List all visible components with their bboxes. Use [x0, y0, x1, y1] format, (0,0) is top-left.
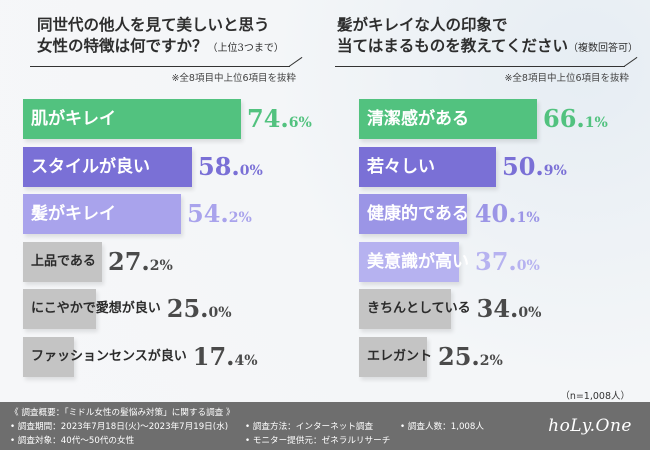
chart-title-left: 同世代の他人を見て美しいと思う 女性の特徴は何ですか？（上位3つまで） [37, 15, 284, 55]
bar-value-decimal: 2% [228, 210, 252, 226]
title-underline-right [335, 66, 625, 67]
sample-size-note: （n=1,008人） [560, 391, 630, 402]
bar [359, 289, 451, 329]
bar-value-label: 54.2% [187, 194, 252, 234]
bar-category-label: 髪がキレイ [31, 204, 116, 224]
bar-category-label: にこやかで愛想が良い [31, 301, 161, 316]
footer-provider: • モニター提供元：ゼネラルリサーチ [245, 436, 391, 446]
bar [359, 146, 496, 187]
bar-value-integer: 34. [476, 294, 519, 323]
bar-value-integer: 25. [438, 341, 480, 371]
bar-value-decimal: 1% [516, 210, 540, 226]
bar [23, 146, 192, 187]
footer-method: • 調査方法：インターネット調査 [245, 422, 374, 432]
title-underline-tick-left [288, 56, 303, 67]
footer-count: • 調査人数：1,008人 [400, 422, 484, 432]
bar-category-label: きちんとしている [367, 301, 471, 316]
chart-subtitle-right: ※全8項目中上位6項目を抜粋 [504, 73, 629, 84]
bar-value-integer: 17. [192, 341, 235, 371]
bar-value-label: 74.6% [247, 99, 312, 139]
bar-value-decimal: 2% [149, 257, 173, 274]
bar [23, 194, 181, 234]
bar [359, 336, 427, 377]
bar [23, 241, 102, 282]
bar [23, 289, 96, 329]
bar-category-label: エレガント [367, 348, 433, 364]
footer-target: • 調査対象：40代～50代の女性 [10, 436, 135, 446]
chart-title-note-right: （複数回答可） [567, 43, 638, 54]
bar-value-integer: 27. [108, 246, 150, 276]
bar-category-label: 肌がキレイ [31, 109, 116, 129]
bar-value-integer: 74. [247, 104, 289, 133]
bar-category-label: 清潔感がある [367, 109, 469, 129]
bar-value-label: 25.0% [167, 289, 232, 329]
bar-value-label: 34.0% [477, 289, 542, 329]
bar-value-label: 25.2% [438, 337, 503, 377]
bar-value-decimal: 2% [479, 352, 503, 369]
survey-footer: 《 調査概要：「ミドル女性の髪悩み対策」に関する調査 》 • 調査期間：2023… [0, 402, 650, 450]
title-underline-left [30, 66, 290, 67]
brand-logo: hoLy.One [548, 416, 632, 436]
bar [23, 99, 241, 139]
bar-value-integer: 58. [198, 151, 240, 181]
bar [359, 241, 459, 282]
bar-value-label: 58.0% [198, 147, 263, 187]
bar-value-integer: 25. [166, 294, 209, 323]
bar-value-decimal: 9% [543, 162, 567, 179]
bar-category-label: 上品である [31, 253, 96, 269]
bar-value-decimal: 4% [234, 352, 258, 369]
bar-value-integer: 54. [187, 199, 229, 228]
bar [23, 336, 74, 377]
bar-category-label: ファッションセンスが良い [31, 348, 187, 364]
bar-category-label: 美意識が高い [367, 251, 469, 272]
bar-value-label: 27.2% [108, 242, 173, 282]
bar-value-integer: 50. [502, 151, 544, 181]
bar-category-label: スタイルが良い [31, 156, 150, 177]
bar-value-integer: 37. [475, 246, 517, 276]
chart-title-right: 髪がキレイな人の印象で 当てはまるものを教えてください（複数回答可） [337, 15, 638, 55]
bar-value-decimal: 1% [584, 115, 608, 131]
bar-value-label: 17.4% [193, 337, 258, 377]
bar-category-label: 健康的である [367, 204, 469, 224]
bar-value-integer: 66. [543, 104, 585, 133]
bar-value-decimal: 0% [516, 257, 540, 274]
bar [359, 99, 537, 139]
bar-value-integer: 40. [474, 199, 517, 228]
bar-value-label: 37.0% [475, 242, 540, 282]
chart-panel-right: 髪がキレイな人の印象で 当てはまるものを教えてください（複数回答可） ※全8項目… [325, 0, 650, 395]
footer-overview: 《 調査概要：「ミドル女性の髪悩み対策」に関する調査 》 [10, 408, 235, 418]
bar-value-decimal: 0% [239, 162, 263, 179]
bar-value-decimal: 0% [208, 305, 232, 321]
bar-value-decimal: 6% [288, 115, 312, 131]
bar-value-label: 50.9% [502, 147, 567, 187]
chart-title-note-left: （上位3つまで） [207, 43, 284, 54]
bar-value-decimal: 0% [518, 305, 542, 321]
bar-value-label: 40.1% [475, 194, 540, 234]
footer-period: • 調査期間：2023年7月18日(火)～2023年7月19日(水) [10, 422, 229, 432]
bar-value-label: 66.1% [543, 99, 608, 139]
chart-panel-left: 同世代の他人を見て美しいと思う 女性の特徴は何ですか？（上位3つまで） ※全8項… [0, 0, 325, 395]
bar [359, 194, 467, 234]
bar-category-label: 若々しい [367, 156, 435, 177]
chart-subtitle-left: ※全8項目中上位6項目を抜粋 [171, 73, 296, 84]
